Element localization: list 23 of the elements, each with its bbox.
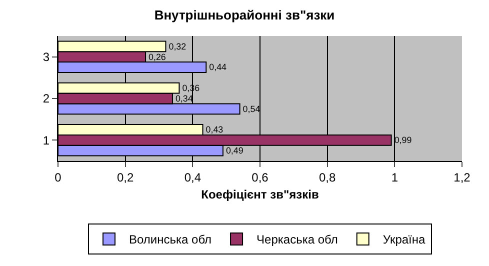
x-tick-label: 1,2 bbox=[454, 170, 471, 184]
data-label: 0,34 bbox=[175, 93, 193, 104]
data-label: 0,43 bbox=[206, 124, 224, 135]
legend-label: Черкаська обл bbox=[256, 232, 338, 247]
x-tick-label: 1 bbox=[391, 170, 398, 184]
x-tick-label: 0,6 bbox=[252, 170, 269, 184]
legend-label: Україна bbox=[382, 232, 426, 247]
x-tick-label: 0,2 bbox=[116, 170, 134, 184]
y-tick-label: 3 bbox=[42, 50, 50, 64]
data-label: 0,99 bbox=[394, 135, 412, 146]
y-tick-label: 1 bbox=[42, 133, 50, 148]
data-label: 0,44 bbox=[209, 62, 227, 72]
data-label: 0,32 bbox=[168, 41, 186, 52]
chart-title: Внутрішньорайонні зв"язки bbox=[154, 8, 335, 23]
data-label: 0,26 bbox=[148, 52, 166, 62]
x-tick-label: 0,4 bbox=[184, 170, 202, 184]
data-label: 0,49 bbox=[226, 146, 244, 156]
data-label: 0,54 bbox=[242, 104, 260, 114]
x-tick-label: 0,8 bbox=[318, 170, 336, 184]
x-axis-title: Коефіцієнт зв"язків bbox=[201, 187, 319, 202]
x-tick-label: 0 bbox=[54, 170, 62, 184]
legend-label: Волинська обл bbox=[129, 232, 212, 247]
y-tick-label: 2 bbox=[42, 92, 50, 106]
